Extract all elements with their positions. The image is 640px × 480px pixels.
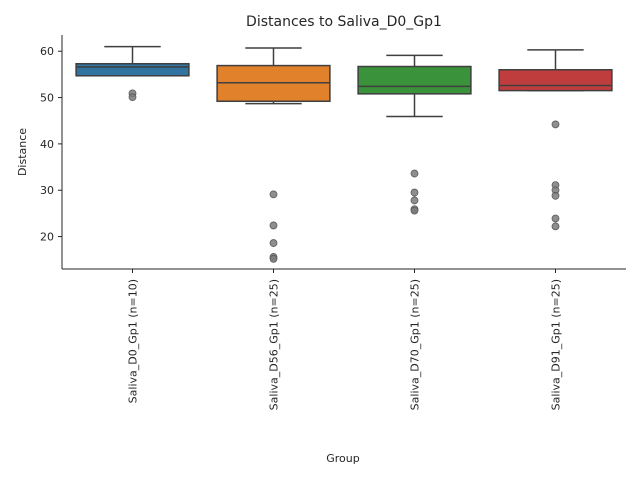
box-group xyxy=(357,54,472,215)
outlier-point xyxy=(269,221,278,230)
iqr-box xyxy=(357,65,472,95)
x-axis-ticks: Saliva_D0_Gp1 (n=10) Saliva_D56_Gp1 (n=25… xyxy=(127,269,563,410)
y-tick-label: 40 xyxy=(40,138,54,151)
y-tick-label: 60 xyxy=(40,45,54,58)
outlier-point xyxy=(551,222,560,231)
iqr-box xyxy=(498,69,613,92)
x-axis-label: Group xyxy=(326,452,360,465)
x-tick-label: Saliva_D56_Gp1 (n=25) xyxy=(268,279,281,410)
x-tick-label: Saliva_D0_Gp1 (n=10) xyxy=(127,279,140,403)
outlier-point xyxy=(269,239,278,247)
y-axis-ticks: 20 30 40 50 60 xyxy=(40,45,62,244)
y-tick-label: 50 xyxy=(40,92,54,105)
outlier-point xyxy=(410,188,419,197)
y-tick-label: 20 xyxy=(40,231,54,244)
iqr-box xyxy=(75,62,190,77)
outlier-point xyxy=(269,254,278,263)
chart-title: Distances to Saliva_D0_Gp1 xyxy=(246,14,442,30)
outlier-point xyxy=(410,206,419,215)
x-tick-label: Saliva_D91_Gp1 (n=25) xyxy=(550,279,563,410)
outlier-point xyxy=(128,93,137,101)
y-axis-label: Distance xyxy=(16,128,29,176)
outlier-point xyxy=(410,196,419,205)
y-tick-label: 30 xyxy=(40,184,54,197)
box-group xyxy=(216,47,331,263)
box-group xyxy=(498,49,613,231)
outlier-point xyxy=(551,214,560,223)
outlier-point xyxy=(551,120,560,129)
x-tick-label: Saliva_D70_Gp1 (n=25) xyxy=(409,279,422,410)
plot-area xyxy=(75,45,613,263)
outlier-point xyxy=(551,191,560,200)
outlier-point xyxy=(410,169,419,178)
outlier-point xyxy=(269,190,278,199)
box-group xyxy=(75,45,190,101)
